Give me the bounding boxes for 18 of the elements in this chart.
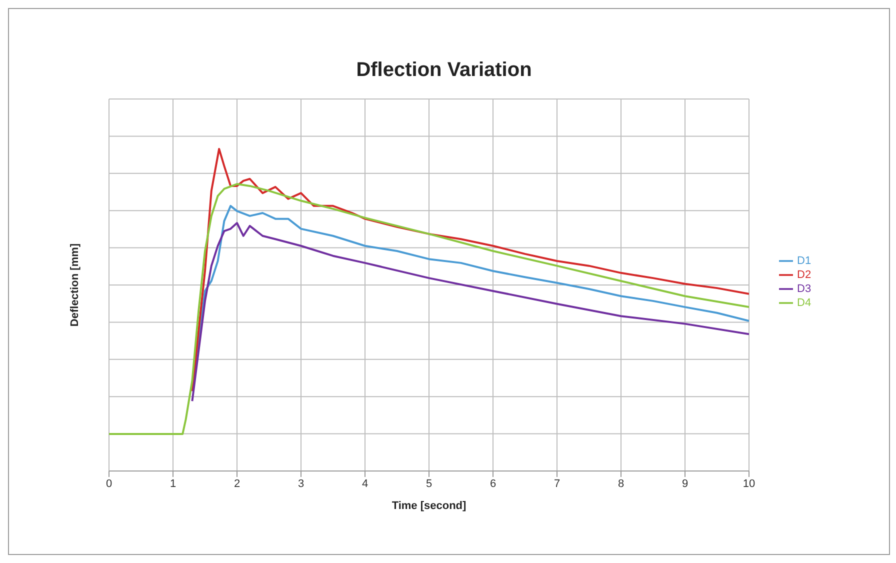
legend-label: D1	[797, 254, 812, 266]
y-axis-title: Deflection [mm]	[69, 243, 81, 327]
x-tick-label: 1	[170, 478, 176, 490]
x-tick-label: 9	[682, 478, 688, 490]
chart-title: Dflection Variation	[355, 59, 533, 82]
legend-label: D3	[797, 282, 812, 294]
x-tick-label: 4	[362, 478, 368, 490]
x-tick-label: 2	[234, 478, 240, 490]
legend-label: D2	[797, 268, 812, 280]
x-tick-label: 3	[298, 478, 304, 490]
x-tick-label: 0	[106, 478, 112, 490]
x-tick-label: 7	[554, 478, 560, 490]
x-tick-label: 5	[426, 478, 432, 490]
x-tick-label: 10	[742, 478, 756, 490]
legend-label: D4	[797, 296, 812, 308]
x-axis-title: Time [second]	[392, 500, 467, 512]
x-tick-label: 8	[618, 478, 624, 490]
x-tick-label: 6	[490, 478, 496, 490]
